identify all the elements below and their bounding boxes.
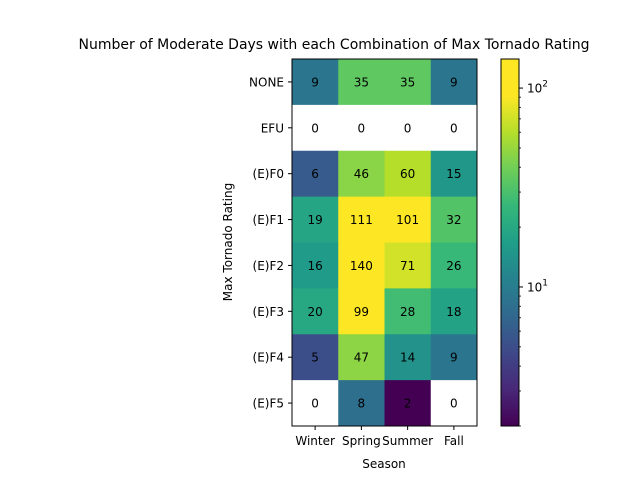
- colorbar: 101 102: [501, 59, 548, 426]
- x-axis: Winter Spring Summer Fall: [295, 426, 463, 448]
- cell-value-label: 35: [354, 75, 369, 89]
- y-tick-label: EFU: [261, 121, 284, 135]
- y-axis: NONE EFU (E)F0 (E)F1 (E)F2 (E)F3 (E)F4 (E)F5: [249, 75, 292, 410]
- cell-value-label: 19: [307, 213, 322, 227]
- cell-value-label: 26: [446, 259, 461, 273]
- cell-value-label: 5: [311, 351, 319, 365]
- x-tick-label: Fall: [444, 434, 464, 448]
- cell-value-label: 18: [446, 305, 461, 319]
- cell-value-label: 0: [311, 121, 319, 135]
- cell-value-label: 8: [358, 397, 366, 411]
- cell-value-label: 140: [350, 259, 373, 273]
- cell-value-label: 9: [450, 75, 458, 89]
- y-tick-label: (E)F5: [253, 397, 284, 411]
- cell-value-label: 46: [354, 167, 369, 181]
- y-axis-label: Max Tornado Rating: [221, 183, 235, 301]
- x-tick-label: Spring: [342, 434, 381, 448]
- cell-value-label: 28: [400, 305, 415, 319]
- y-tick-label: (E)F1: [253, 213, 284, 227]
- cell-value-label: 14: [400, 351, 415, 365]
- y-tick-label: (E)F4: [253, 351, 284, 365]
- y-tick-label: NONE: [249, 75, 284, 89]
- cell-value-label: 99: [354, 305, 369, 319]
- cell-value-label: 15: [446, 167, 461, 181]
- y-tick-label: (E)F2: [253, 259, 284, 273]
- colorbar-tick-label: 102: [527, 80, 548, 96]
- colorbar-gradient: [501, 59, 519, 426]
- colorbar-ticks: 101 102: [519, 80, 548, 426]
- y-tick-label: (E)F0: [253, 167, 284, 181]
- cell-value-label: 35: [400, 75, 415, 89]
- cell-value-label: 32: [446, 213, 461, 227]
- cell-value-label: 2: [404, 397, 412, 411]
- x-axis-label: Season: [362, 457, 406, 471]
- cell-value-label: 6: [311, 167, 319, 181]
- cell-value-label: 0: [404, 121, 412, 135]
- cell-value-label: 16: [307, 259, 322, 273]
- y-tick-label: (E)F3: [253, 305, 284, 319]
- cell-value-label: 0: [450, 121, 458, 135]
- cell-value-label: 101: [396, 213, 419, 227]
- cell-value-label: 0: [311, 397, 319, 411]
- cell-value-label: 111: [350, 213, 373, 227]
- cell-value-label: 0: [358, 121, 366, 135]
- cell-value-label: 9: [311, 75, 319, 89]
- cell-value-label: 20: [307, 305, 322, 319]
- heatmap-cells: [292, 59, 477, 426]
- chart-title: Number of Moderate Days with each Combin…: [79, 37, 590, 53]
- colorbar-tick-label: 101: [527, 278, 548, 294]
- cell-value-label: 9: [450, 351, 458, 365]
- x-tick-label: Summer: [382, 434, 433, 448]
- cell-value-label: 71: [400, 259, 415, 273]
- cell-value-label: 60: [400, 167, 415, 181]
- cell-value-label: 0: [450, 397, 458, 411]
- x-tick-label: Winter: [295, 434, 335, 448]
- cell-value-label: 47: [354, 351, 369, 365]
